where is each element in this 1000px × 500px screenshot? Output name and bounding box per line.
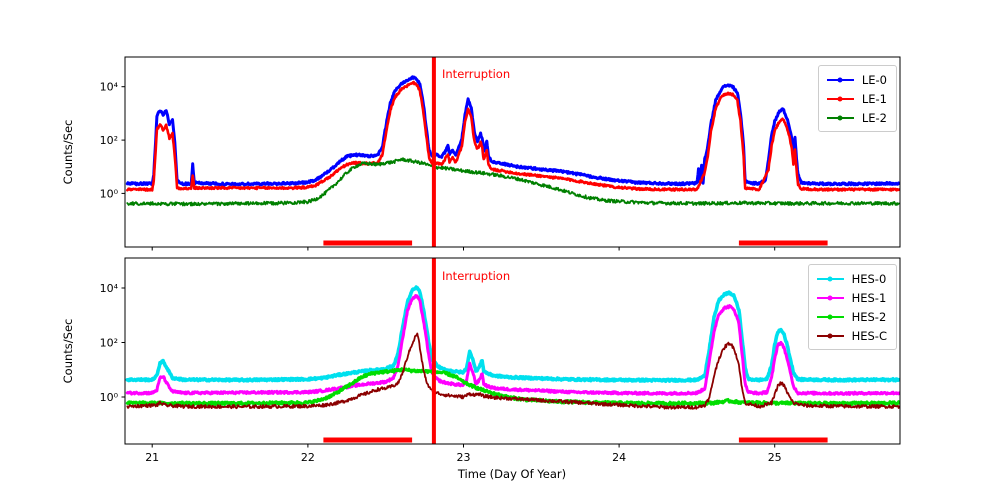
legend-entry-HES-0: HES-0	[816, 269, 887, 288]
le-panel-border	[124, 56, 901, 248]
x-tick-label: 25	[768, 451, 782, 464]
legend-line-icon	[826, 75, 854, 84]
legend-entry-LE-2: LE-2	[826, 108, 887, 127]
interruption-label-le: Interruption	[442, 67, 511, 81]
series-LE-2	[126, 157, 900, 207]
y-tick-label: 10⁰	[100, 187, 119, 200]
legend-entry-LE-1: LE-1	[826, 89, 887, 108]
interruption-line-le	[431, 57, 436, 247]
legend-label: LE-0	[861, 72, 887, 87]
legend-line-icon	[816, 312, 844, 321]
interruption-label-hes: Interruption	[442, 269, 511, 283]
legend-line-icon	[816, 331, 844, 340]
legend-label: HES-1	[851, 290, 887, 305]
x-tick-label: 22	[301, 451, 315, 464]
interruption-line-hes	[431, 258, 436, 444]
x-tick-label: 23	[457, 451, 471, 464]
legend-label: HES-0	[851, 271, 887, 286]
y-tick-label: 10⁴	[100, 81, 119, 94]
series-HES-1	[125, 294, 900, 396]
legend-entry-HES-C: HES-C	[816, 326, 887, 345]
coverage-bar	[323, 240, 413, 246]
legend-line-icon	[816, 293, 844, 302]
legend-le: LE-0 LE-1 LE-2	[817, 65, 897, 132]
legend-hes: HES-0 HES-1 HES-2 HES-C	[807, 264, 897, 350]
legend-label: HES-C	[851, 328, 887, 343]
legend-label: LE-1	[861, 91, 887, 106]
y-tick-label: 10²	[100, 134, 118, 147]
y-tick-label: 10⁴	[100, 282, 119, 295]
legend-label: LE-2	[861, 110, 887, 125]
legend-line-icon	[826, 113, 854, 122]
hes-series-group	[125, 285, 900, 410]
legend-label: HES-2	[851, 309, 887, 324]
hes-panel-border	[124, 257, 901, 445]
y-tick-label: 10²	[100, 337, 118, 350]
series-HES-C	[126, 332, 900, 410]
x-tick-label: 21	[145, 451, 159, 464]
legend-entry-LE-0: LE-0	[826, 70, 887, 89]
x-axis-label: Time (Day Of Year)	[457, 467, 567, 481]
coverage-bar	[738, 240, 828, 246]
le-series-group	[125, 75, 900, 207]
series-HES-0	[125, 285, 900, 383]
x-tick-label: 24	[612, 451, 626, 464]
coverage-bar	[738, 437, 828, 443]
legend-entry-HES-2: HES-2	[816, 307, 887, 326]
legend-entry-HES-1: HES-1	[816, 288, 887, 307]
legend-line-icon	[826, 94, 854, 103]
y-axis-label-hes: Counts/Sec	[61, 318, 75, 384]
legend-line-icon	[816, 274, 844, 283]
series-LE-0	[125, 75, 900, 187]
y-axis-label-le: Counts/Sec	[61, 119, 75, 185]
coverage-bar	[323, 437, 413, 443]
y-tick-label: 10⁰	[100, 391, 119, 404]
series-LE-1	[126, 80, 900, 192]
